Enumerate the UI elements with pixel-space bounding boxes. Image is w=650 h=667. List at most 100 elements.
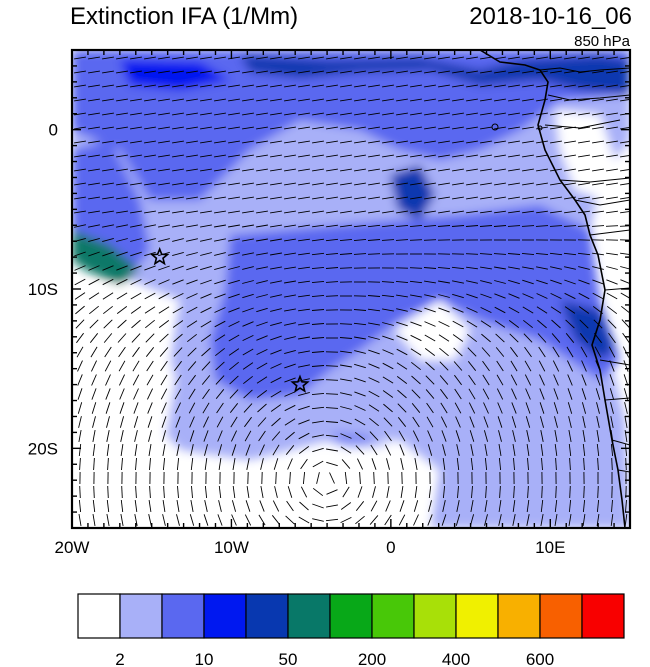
wind-vector xyxy=(424,168,436,172)
wind-vector xyxy=(340,84,352,88)
wind-vector xyxy=(214,334,226,342)
wind-vector xyxy=(578,112,590,116)
wind-vector xyxy=(200,306,212,314)
wind-vector xyxy=(77,402,83,414)
wind-vector xyxy=(284,238,296,242)
wind-vector xyxy=(116,154,128,158)
wind-vector xyxy=(88,70,100,74)
wind-vector xyxy=(230,416,238,428)
wind-vector xyxy=(172,210,184,214)
wind-vector xyxy=(465,253,479,255)
wind-vector xyxy=(606,56,618,60)
wind-vector xyxy=(439,375,449,385)
wind-vector xyxy=(78,443,82,457)
wind-vector xyxy=(120,430,124,442)
wind-vector xyxy=(284,182,296,186)
wind-vector xyxy=(92,430,96,442)
wind-vector xyxy=(511,388,517,400)
wind-vector xyxy=(554,499,558,513)
wind-vector xyxy=(592,196,604,200)
wind-vector xyxy=(145,319,155,329)
wind-vector xyxy=(424,98,436,102)
wind-vector xyxy=(200,224,212,228)
wind-vector xyxy=(270,349,282,355)
wind-vector xyxy=(160,374,168,386)
wind-vector xyxy=(88,154,100,158)
wind-vector xyxy=(186,84,198,88)
wind-vector xyxy=(106,499,110,513)
wind-vector xyxy=(74,224,86,228)
wind-vector xyxy=(340,378,352,382)
wind-vector xyxy=(536,182,548,186)
wind-vector xyxy=(242,334,254,342)
wind-vector xyxy=(257,417,267,427)
wind-vector xyxy=(242,154,254,158)
wind-vector xyxy=(200,84,212,88)
wind-vector xyxy=(174,402,182,414)
wind-vector xyxy=(228,140,240,144)
wind-vector xyxy=(173,347,183,357)
wind-vector xyxy=(274,486,278,498)
wind-vector xyxy=(355,501,365,511)
wind-vector xyxy=(424,84,436,88)
wind-vector xyxy=(494,320,506,328)
wind-vector xyxy=(242,126,254,130)
wind-vector xyxy=(176,500,180,512)
wind-vector xyxy=(132,374,140,386)
wind-vector xyxy=(144,56,156,60)
wind-vector xyxy=(507,253,521,255)
wind-vector xyxy=(102,56,114,60)
wind-vector xyxy=(578,84,590,88)
wind-vector xyxy=(186,265,198,271)
wind-vector xyxy=(610,443,614,457)
wind-vector xyxy=(438,294,450,298)
wind-vector xyxy=(536,154,548,158)
wind-vector xyxy=(494,210,506,214)
wind-vector xyxy=(340,350,352,354)
wind-vector xyxy=(339,224,353,228)
wind-vector xyxy=(592,112,604,116)
wind-vector xyxy=(540,514,544,526)
wind-vector xyxy=(312,70,324,74)
wind-vector xyxy=(451,225,465,227)
wind-vector xyxy=(537,333,547,343)
wind-vector xyxy=(395,239,409,241)
wind-vector xyxy=(134,514,138,526)
wind-vector xyxy=(498,500,502,512)
wind-vector xyxy=(494,98,506,102)
colorbar-box xyxy=(203,593,247,639)
wind-vector xyxy=(312,487,324,497)
wind-vector xyxy=(508,112,520,116)
wind-vector xyxy=(312,84,324,88)
wind-vector xyxy=(74,168,86,172)
wind-vector xyxy=(470,444,474,456)
wind-vector xyxy=(270,196,282,200)
wind-vector xyxy=(512,500,516,512)
wind-vector xyxy=(88,140,100,144)
wind-vector xyxy=(340,168,352,172)
wind-vector xyxy=(284,391,296,397)
wind-vector xyxy=(298,446,310,454)
wind-vector xyxy=(256,140,268,144)
wind-vector xyxy=(580,346,588,358)
wind-vector xyxy=(270,238,282,242)
wind-vector xyxy=(204,500,208,512)
wind-vector xyxy=(480,196,492,200)
wind-vector xyxy=(218,458,222,470)
wind-vector xyxy=(311,351,325,353)
wind-vector xyxy=(367,239,381,241)
wind-vector xyxy=(172,112,184,116)
wind-vector xyxy=(424,196,436,200)
wind-vector xyxy=(325,434,339,438)
wind-vector xyxy=(578,126,590,130)
wind-vector xyxy=(232,485,236,499)
wind-vector xyxy=(428,458,432,470)
wind-vector xyxy=(186,182,198,186)
wind-vector xyxy=(569,457,571,471)
wind-vector xyxy=(135,485,137,499)
wind-vector xyxy=(454,402,462,414)
wind-vector xyxy=(172,320,184,328)
wind-vector xyxy=(524,360,532,372)
wind-vector xyxy=(509,333,519,343)
wind-vector xyxy=(91,402,97,414)
